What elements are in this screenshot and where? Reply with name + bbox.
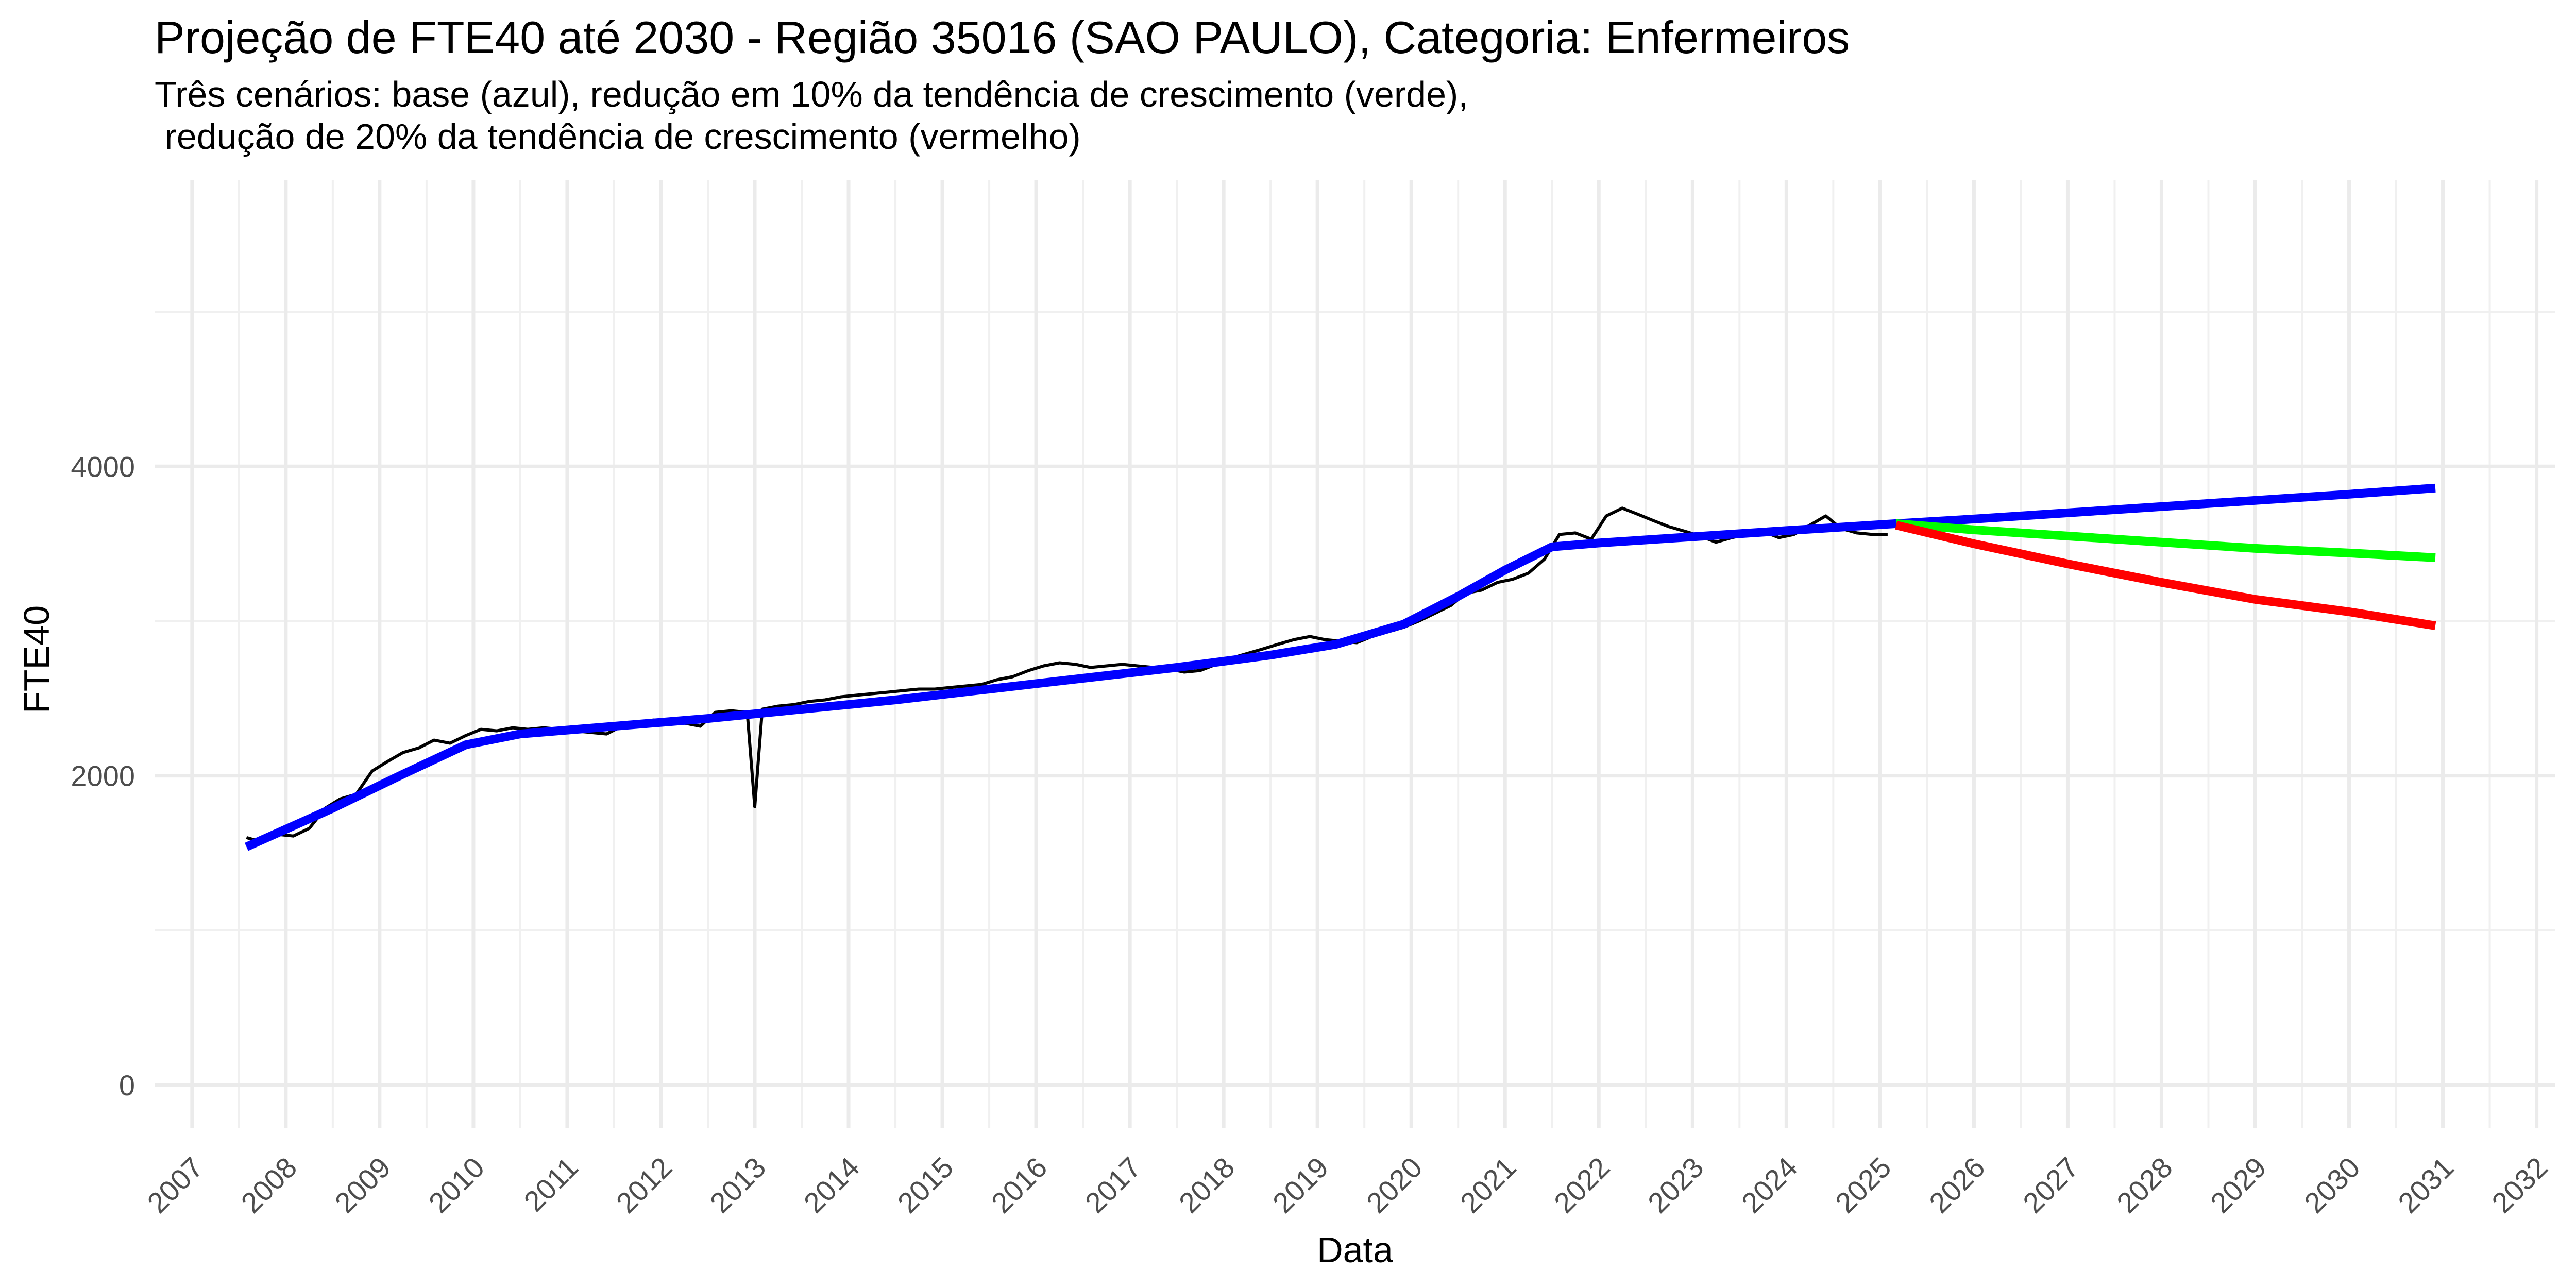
x-tick-label: 2018 xyxy=(1173,1151,1241,1219)
x-tick-label: 2023 xyxy=(1641,1151,1710,1219)
x-tick-label: 2029 xyxy=(2204,1151,2273,1219)
y-tick-label: 4000 xyxy=(71,450,135,483)
grid-lines xyxy=(155,180,2555,1128)
x-tick-label: 2016 xyxy=(985,1151,1054,1219)
x-axis-ticks: 2007 2008 2009 2010 2011 2012 2013 2014 2015 2016… xyxy=(141,1151,2553,1219)
x-tick-label: 2027 xyxy=(2016,1151,2085,1219)
series-line-1 xyxy=(244,483,2436,851)
x-tick-label: 2026 xyxy=(1923,1151,1991,1219)
y-tick-label: 2000 xyxy=(71,760,135,792)
x-tick-label: 2008 xyxy=(234,1151,303,1219)
x-tick-label: 2007 xyxy=(141,1151,209,1219)
x-tick-label: 2021 xyxy=(1454,1151,1522,1219)
chart-title: Projeção de FTE40 até 2030 - Região 3501… xyxy=(155,12,1850,63)
x-tick-label: 2020 xyxy=(1360,1151,1429,1219)
series-line-3 xyxy=(1895,521,2436,630)
x-tick-label: 2019 xyxy=(1266,1151,1335,1219)
y-tick-label: 0 xyxy=(119,1069,135,1101)
x-tick-label: 2025 xyxy=(1829,1151,1897,1219)
x-tick-label: 2022 xyxy=(1548,1151,1616,1219)
x-axis-title: Data xyxy=(1317,1230,1393,1270)
x-tick-label: 2017 xyxy=(1079,1151,1147,1219)
x-tick-label: 2009 xyxy=(328,1151,397,1219)
x-tick-label: 2010 xyxy=(422,1151,491,1219)
x-tick-label: 2015 xyxy=(891,1151,960,1219)
x-tick-label: 2024 xyxy=(1735,1151,1804,1219)
x-tick-label: 2011 xyxy=(517,1151,584,1218)
series-line-2 xyxy=(1895,519,2436,562)
x-tick-label: 2030 xyxy=(2298,1151,2366,1219)
x-tick-label: 2014 xyxy=(798,1151,866,1219)
x-tick-label: 2032 xyxy=(2485,1151,2554,1219)
x-tick-label: 2028 xyxy=(2110,1151,2179,1219)
y-axis-title: FTE40 xyxy=(16,605,57,714)
chart-subtitle: Três cenários: base (azul), redução em 1… xyxy=(155,74,1468,157)
x-tick-label: 2013 xyxy=(704,1151,772,1219)
series-line-0 xyxy=(246,506,1888,844)
x-tick-label: 2031 xyxy=(2392,1151,2460,1219)
series-lines xyxy=(244,483,2436,851)
y-axis-ticks: 0 2000 4000 xyxy=(71,450,135,1101)
x-tick-label: 2012 xyxy=(610,1151,679,1219)
